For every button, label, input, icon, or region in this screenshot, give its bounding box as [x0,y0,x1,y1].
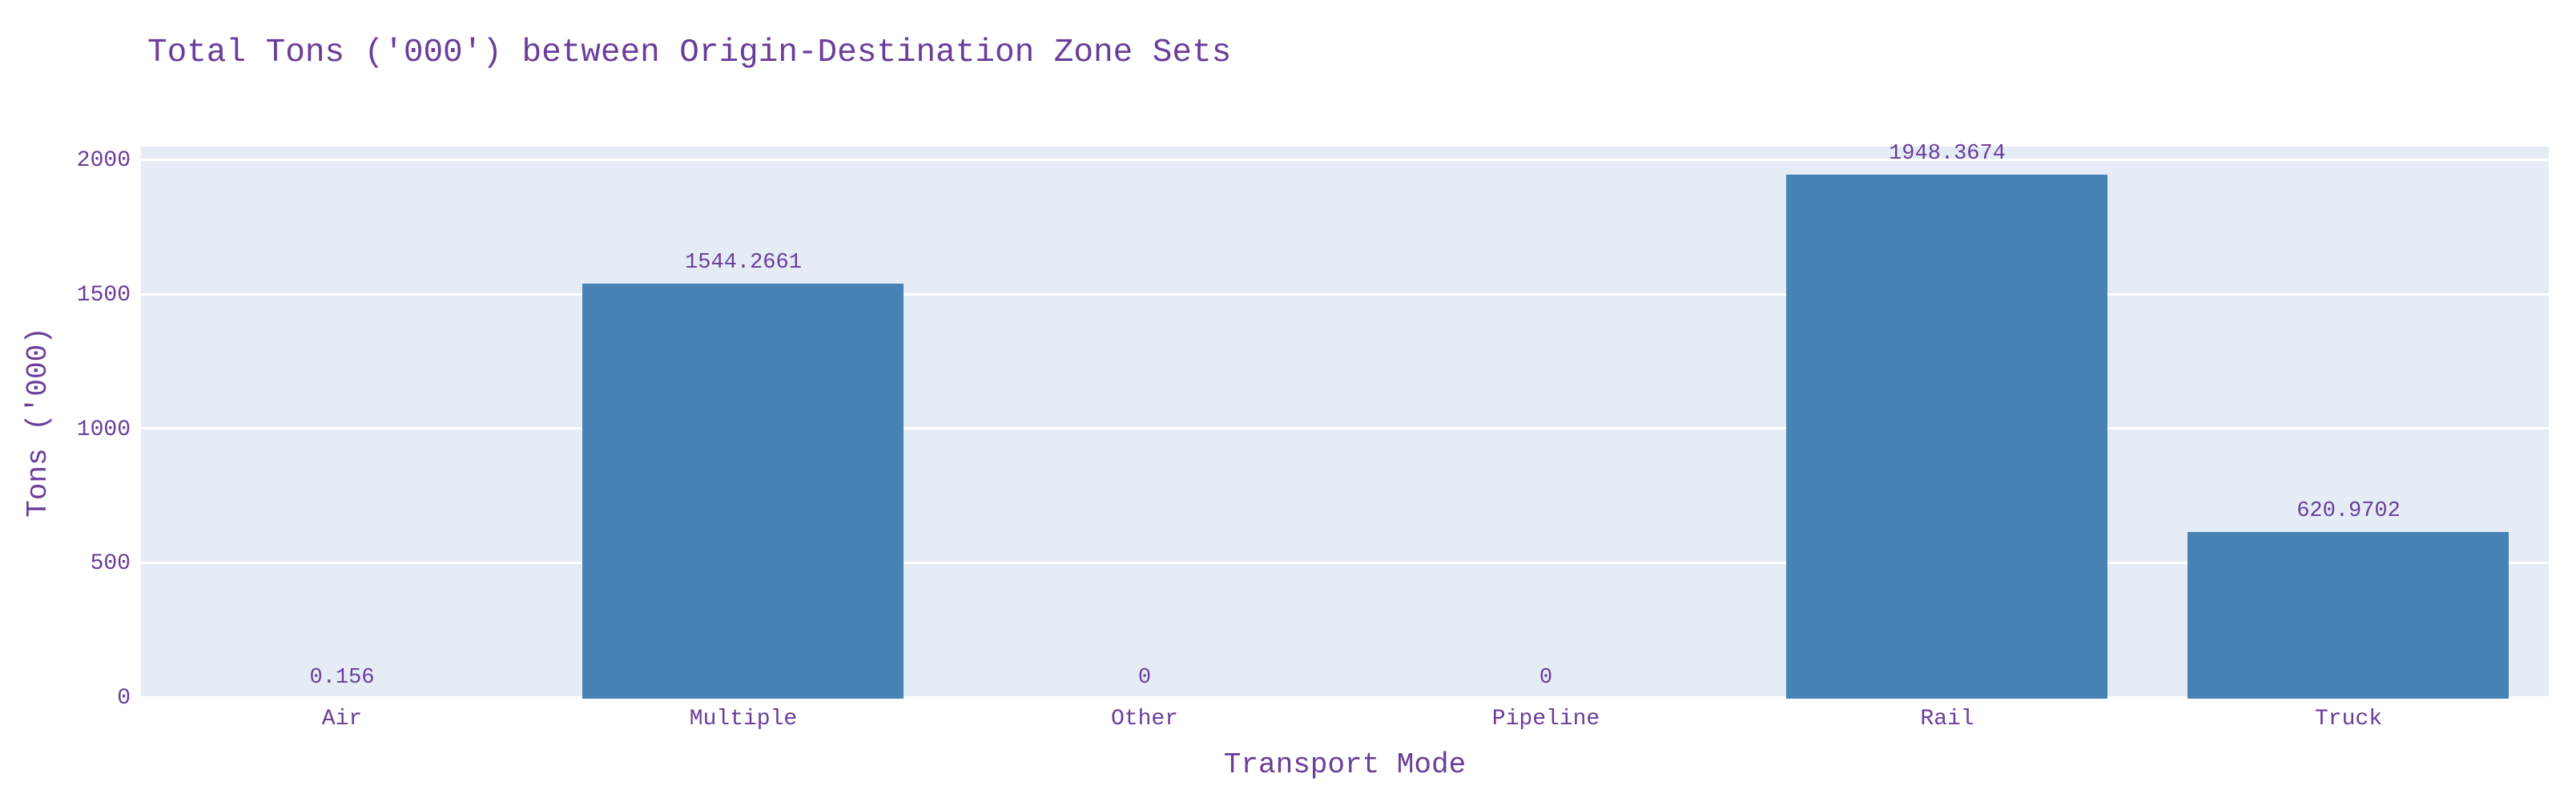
y-tick-label-500: 500 [90,551,131,576]
bar-multiple[interactable] [582,284,904,699]
bar-other[interactable] [984,696,1305,699]
y-tick-label-1500: 1500 [76,283,131,308]
x-tick-label-pipeline: Pipeline [1491,707,1600,732]
gridline [141,562,2549,564]
bar-value-label-truck: 620.9702 [2296,499,2401,523]
y-tick-label-0: 0 [117,686,131,711]
y-tick-label-2000: 2000 [76,148,131,173]
x-tick-label-truck: Truck [2314,707,2383,732]
x-tick-label-rail: Rail [1920,707,1974,732]
x-tick-label-other: Other [1110,707,1179,732]
bar-pipeline[interactable] [1385,696,1706,699]
x-axis-title: Transport Mode [1223,748,1467,781]
bar-air[interactable] [181,696,502,699]
gridline [141,159,2549,161]
bar-truck[interactable] [2188,532,2509,699]
x-tick-label-multiple: Multiple [689,707,798,732]
plot-area[interactable]: 0.156 1544.2661 0 0 1948.3674 620.9702 [141,143,2549,699]
y-tick-label-1000: 1000 [76,417,131,442]
bar-value-label-multiple: 1544.2661 [685,251,802,275]
gridline [141,427,2549,429]
bar-rail[interactable] [1786,175,2107,699]
bar-value-label-air: 0.156 [309,666,375,690]
gridline [141,696,2549,699]
gridline [141,293,2549,296]
bar-value-label-pipeline: 0 [1539,666,1553,690]
chart-title: Total Tons ('000') between Origin-Destin… [147,34,1232,71]
bar-value-label-other: 0 [1137,666,1152,690]
bar-value-label-rail: 1948.3674 [1889,142,2006,166]
x-tick-label-air: Air [321,707,363,732]
